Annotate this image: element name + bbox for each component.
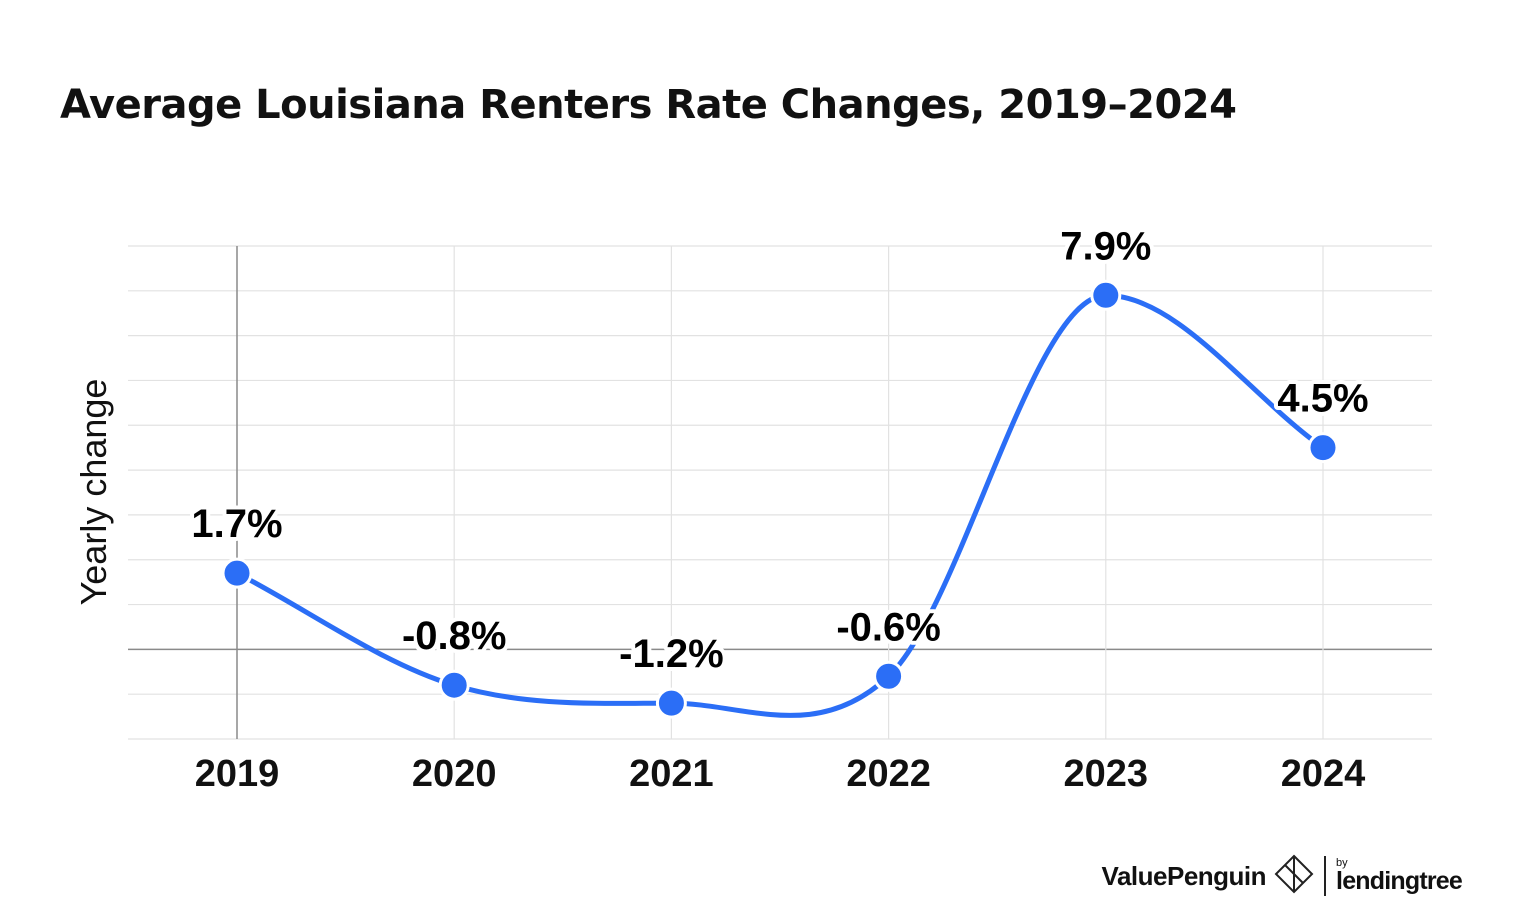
x-tick-2020: 2020 (412, 753, 497, 795)
data-label-2023: 7.9% (1060, 224, 1151, 268)
grid-lines (128, 245, 1432, 740)
data-label-2019: 1.7% (191, 502, 282, 546)
penguin-logo-icon (1274, 854, 1314, 899)
data-label-2021: -1.2% (619, 632, 724, 676)
brand-name: ValuePenguin (1101, 860, 1267, 891)
data-label-2024: 4.5% (1277, 377, 1368, 421)
data-label-2022: -0.6% (836, 605, 941, 649)
brand-partner: lendingtree (1336, 867, 1463, 895)
data-labels: 1.7% -0.8% -1.2% -0.6% 7.9% 4.5% (187, 220, 1372, 680)
x-tick-2019: 2019 (195, 753, 280, 795)
chart-title: Average Louisiana Renters Rate Changes, … (60, 82, 1237, 128)
data-point-2022 (873, 660, 905, 692)
x-tick-labels: 2019 2020 2021 2022 2023 2024 (195, 753, 1366, 795)
brand-footer: ValuePenguin by lendingtree (1101, 854, 1463, 899)
data-label-2020: -0.8% (402, 614, 507, 658)
brand-by: by (1336, 857, 1348, 869)
series-line (234, 292, 1326, 718)
x-tick-2021: 2021 (629, 753, 714, 795)
data-point-2024 (1307, 432, 1339, 464)
series-line-path (234, 292, 1326, 718)
y-axis-label: Yearly change (73, 379, 114, 606)
x-tick-2024: 2024 (1281, 753, 1366, 795)
data-point-2023 (1090, 279, 1122, 311)
data-point-2019 (221, 557, 253, 589)
data-points (221, 279, 1339, 719)
brand-separator (1324, 856, 1327, 896)
x-tick-2023: 2023 (1064, 753, 1149, 795)
data-point-2021 (655, 687, 687, 719)
x-tick-2022: 2022 (846, 753, 931, 795)
data-point-2020 (438, 669, 470, 701)
